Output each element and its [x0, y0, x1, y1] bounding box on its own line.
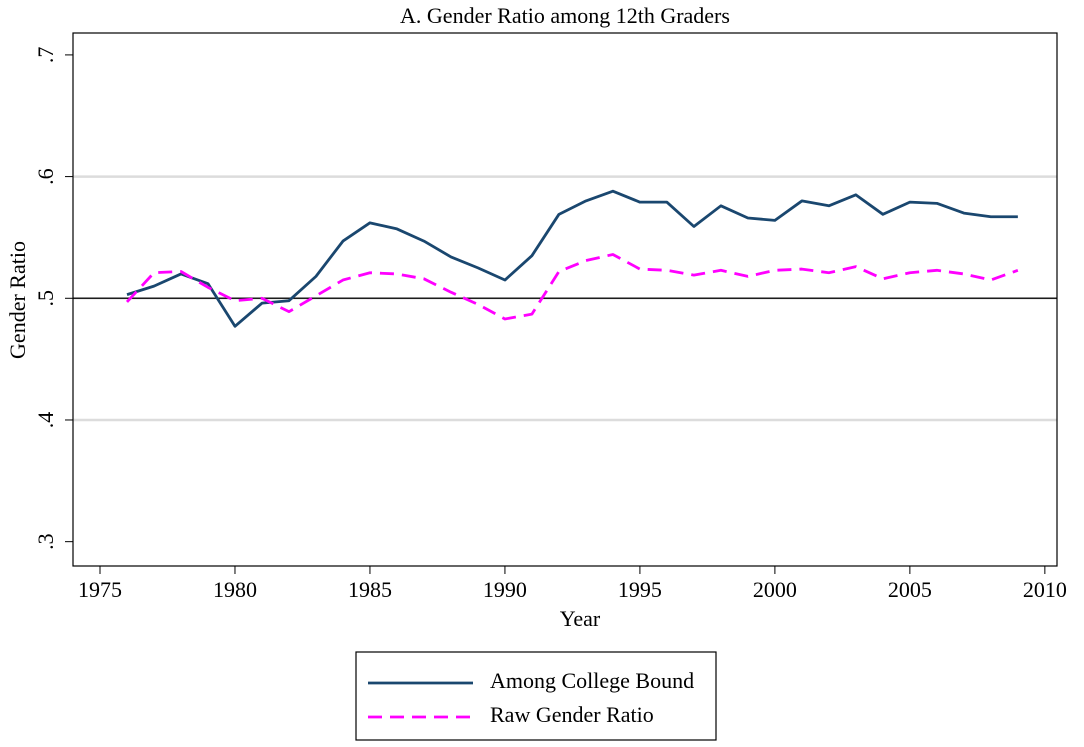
x-tick-label: 1985: [348, 577, 392, 602]
y-tick-label: .5: [33, 290, 58, 307]
legend-box: [355, 651, 717, 741]
legend-label: Among College Bound: [490, 668, 694, 693]
x-tick-label: 1980: [213, 577, 257, 602]
y-tick-label: .3: [33, 533, 58, 550]
x-tick-label: 2000: [753, 577, 797, 602]
x-tick-label: 2005: [888, 577, 932, 602]
x-axis-label: Year: [560, 606, 601, 631]
y-tick-label: .4: [33, 412, 58, 429]
legend-label: Raw Gender Ratio: [490, 702, 654, 727]
chart-title: A. Gender Ratio among 12th Graders: [400, 3, 730, 28]
x-tick-label: 2010: [1023, 577, 1067, 602]
series-line: [125, 253, 1019, 321]
plot-frame: [72, 32, 1058, 567]
x-tick-label: 1990: [483, 577, 527, 602]
y-tick-label: .6: [33, 168, 58, 185]
y-tick-label: .7: [33, 47, 58, 64]
x-tick-label: 1975: [78, 577, 122, 602]
series-line: [126, 189, 1018, 328]
y-axis-label: Gender Ratio: [5, 241, 30, 359]
x-tick-label: 1995: [618, 577, 662, 602]
